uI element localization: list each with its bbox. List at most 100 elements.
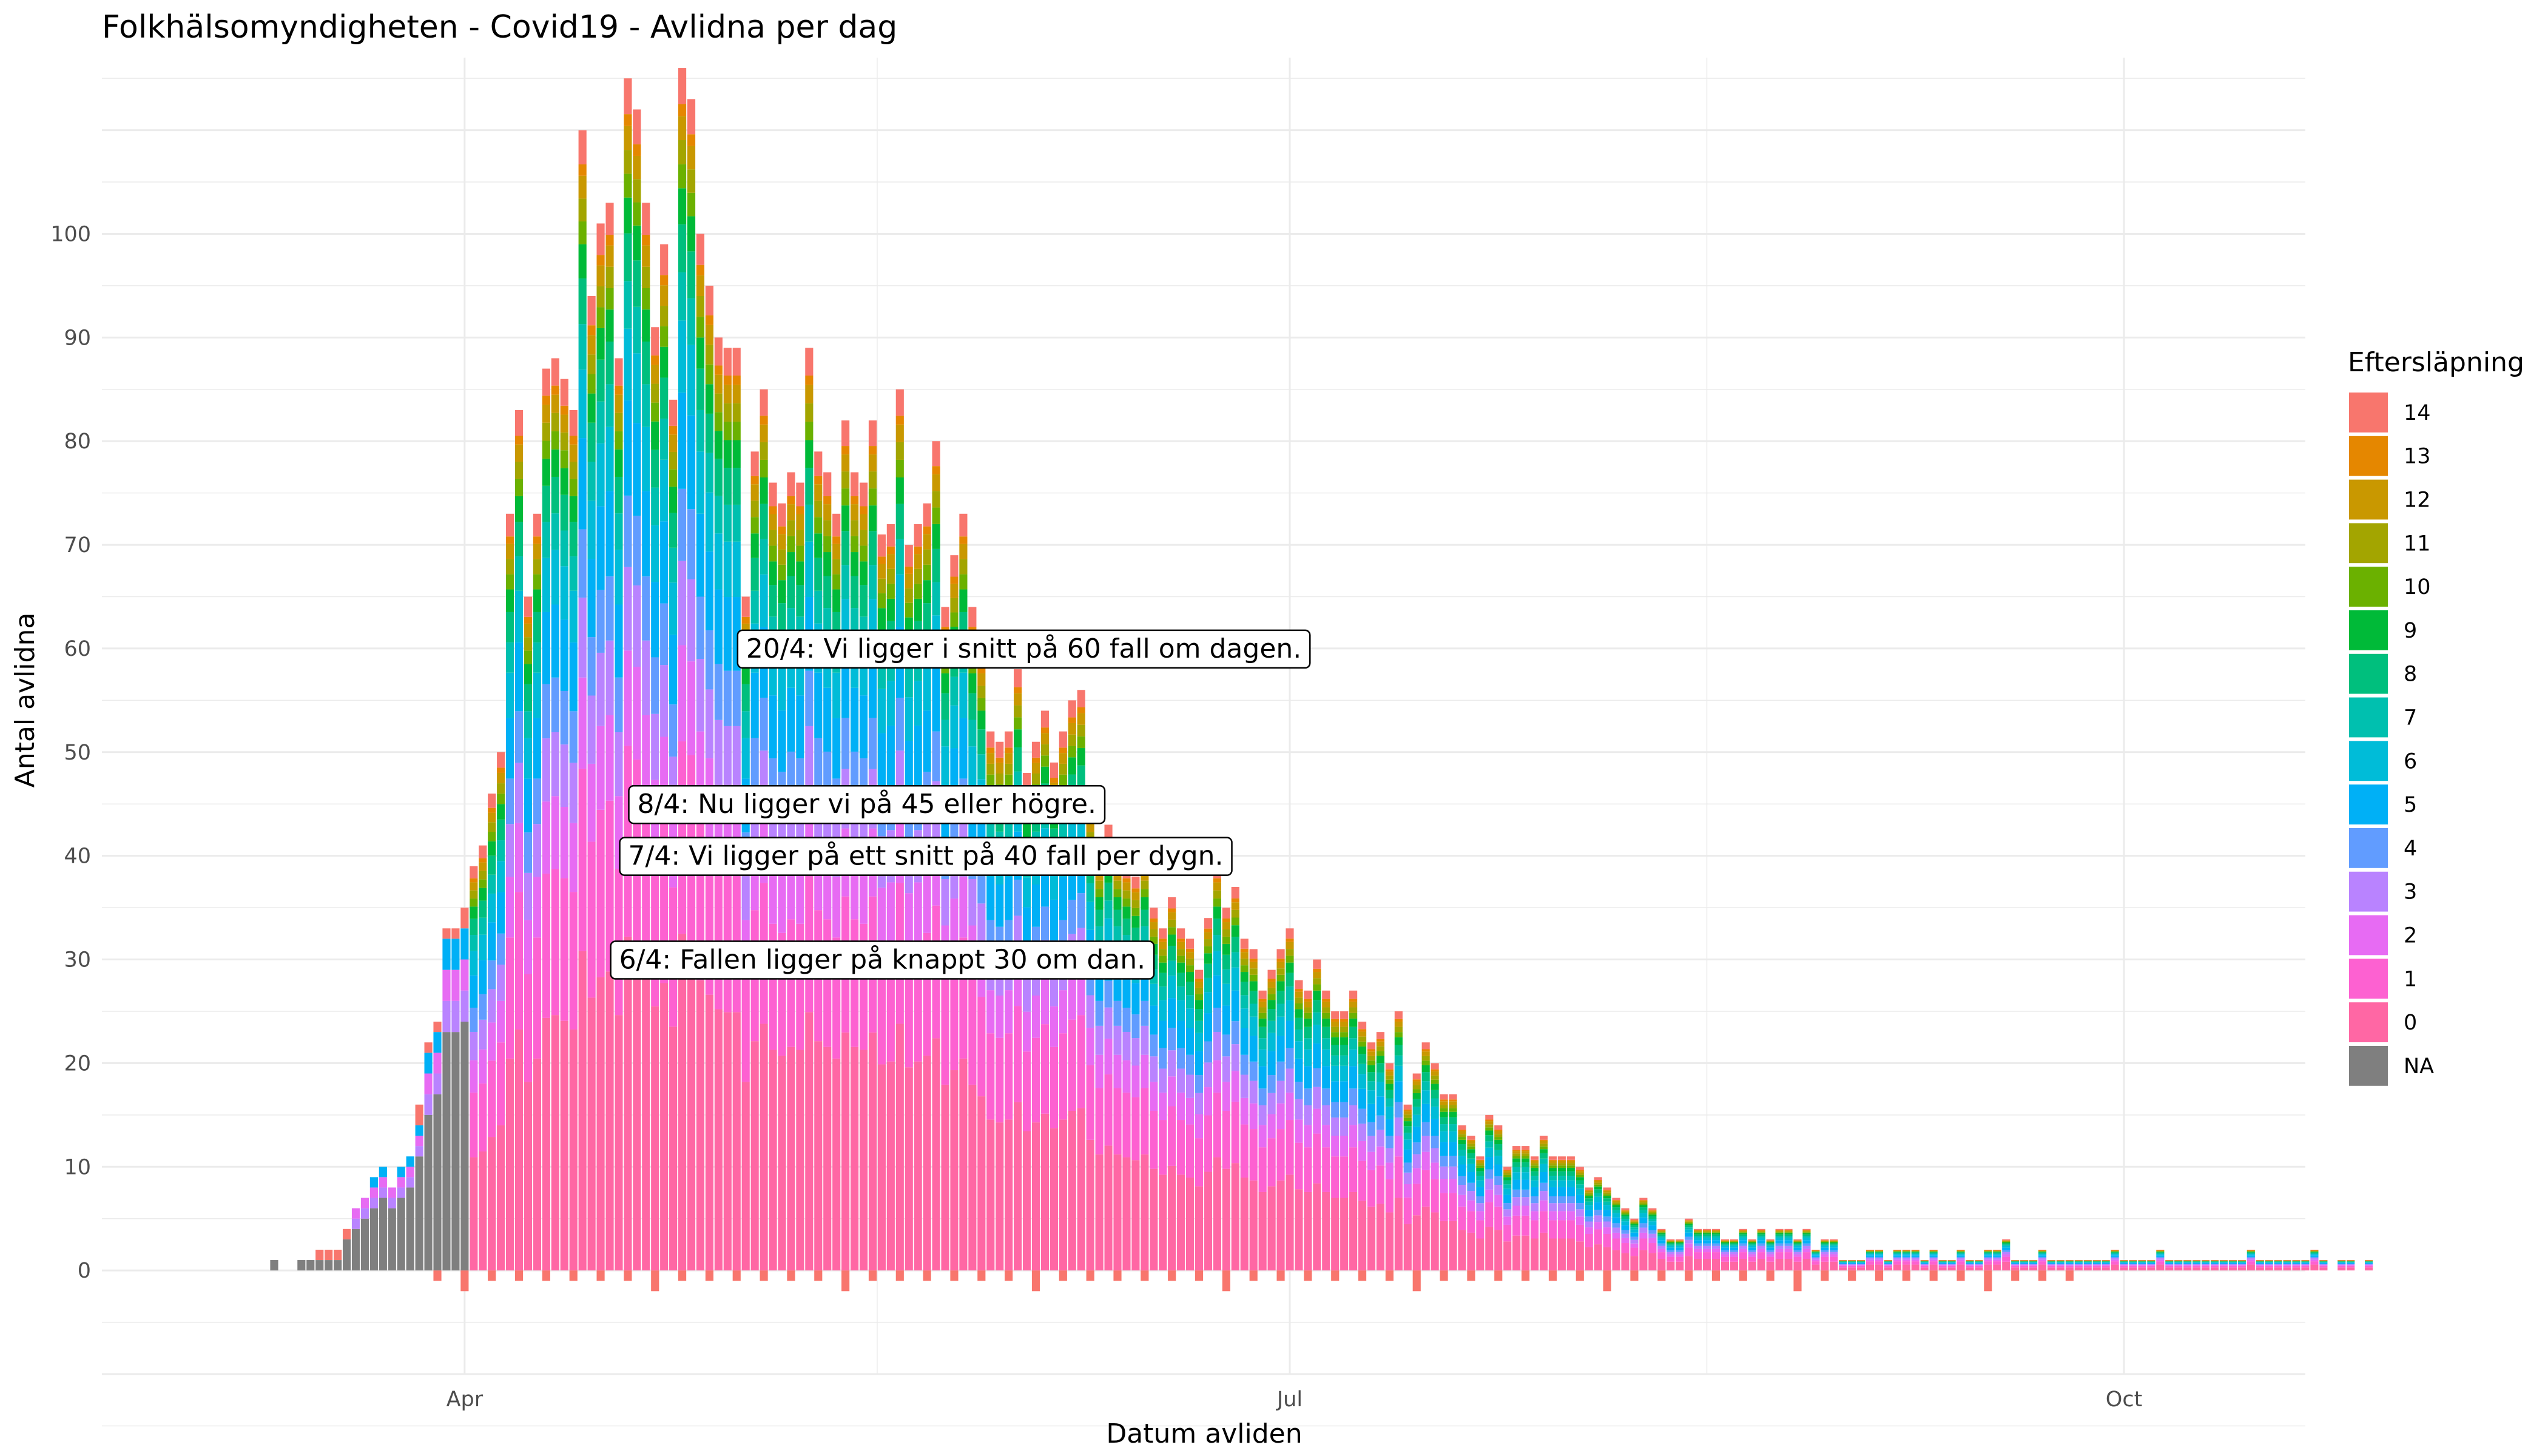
bar-segment bbox=[1576, 1270, 1584, 1281]
legend-swatch bbox=[2349, 1002, 2388, 1042]
bar-segment bbox=[1875, 1250, 1884, 1252]
bar-segment bbox=[923, 710, 931, 772]
bar-segment bbox=[2202, 1262, 2210, 1263]
bar-segment bbox=[2002, 1254, 2010, 1257]
bar-segment bbox=[1721, 1242, 1730, 1244]
bar-segment bbox=[2228, 1262, 2237, 1263]
bar-segment bbox=[1522, 1270, 1530, 1281]
bar-segment bbox=[1195, 979, 1204, 982]
bar-segment bbox=[1104, 1074, 1113, 1146]
bar-segment bbox=[1150, 1005, 1158, 1035]
bar-segment bbox=[1095, 909, 1104, 926]
bar-segment bbox=[1313, 1000, 1321, 1013]
bar-segment bbox=[1812, 1258, 1820, 1260]
bar-segment bbox=[1603, 1233, 1611, 1247]
bar-segment bbox=[1494, 1270, 1503, 1281]
bar-segment bbox=[932, 466, 940, 474]
bar-segment bbox=[1295, 989, 1303, 992]
bar-segment bbox=[823, 472, 832, 496]
bar-segment bbox=[1104, 882, 1113, 901]
bar-segment bbox=[1222, 1034, 1230, 1057]
bar-segment bbox=[832, 544, 841, 559]
bar-segment bbox=[1204, 1062, 1213, 1088]
bar-segment bbox=[1893, 1252, 1901, 1253]
bar-segment bbox=[1431, 1212, 1439, 1271]
bar-segment bbox=[2347, 1262, 2355, 1263]
bar-segment bbox=[2292, 1264, 2300, 1266]
bar-segment bbox=[2183, 1267, 2192, 1271]
bar-segment bbox=[1031, 1037, 1040, 1123]
bar-segment bbox=[1313, 978, 1321, 985]
y-tick-label: 90 bbox=[64, 326, 91, 350]
bar-segment bbox=[1975, 1266, 1983, 1268]
bar-segment bbox=[2274, 1267, 2282, 1271]
bar-segment bbox=[2347, 1260, 2355, 1261]
bar-segment bbox=[1902, 1258, 1910, 1260]
bar-segment bbox=[1267, 1009, 1276, 1021]
bar-segment bbox=[1739, 1230, 1747, 1232]
bar-segment bbox=[2156, 1251, 2165, 1252]
bar-segment bbox=[1412, 1089, 1421, 1093]
bar-segment bbox=[488, 822, 496, 832]
bar-segment bbox=[1802, 1249, 1811, 1253]
bar-segment bbox=[1385, 1136, 1394, 1148]
bar-segment bbox=[388, 1208, 396, 1271]
legend-swatch bbox=[2349, 610, 2388, 650]
bar-segment bbox=[778, 664, 786, 711]
bar-segment bbox=[587, 559, 596, 638]
bar-segment bbox=[669, 547, 678, 583]
bar-segment bbox=[1984, 1270, 1992, 1292]
bar-segment bbox=[2111, 1258, 2119, 1260]
bar-segment bbox=[2129, 1267, 2137, 1271]
bar-segment bbox=[1984, 1254, 1992, 1256]
bar-segment bbox=[1449, 1101, 1457, 1105]
bar-segment bbox=[2337, 1261, 2346, 1262]
bar-segment bbox=[542, 368, 550, 396]
bar-segment bbox=[2246, 1256, 2255, 1258]
bar-segment bbox=[1358, 1031, 1367, 1037]
bar-segment bbox=[1766, 1252, 1774, 1255]
bar-segment bbox=[2365, 1260, 2373, 1261]
bar-segment bbox=[2347, 1267, 2355, 1271]
bar-segment bbox=[895, 1023, 904, 1271]
bar-segment bbox=[1739, 1258, 1747, 1271]
bar-segment bbox=[642, 491, 650, 577]
bar-segment bbox=[1566, 1165, 1575, 1168]
bar-segment bbox=[2156, 1252, 2165, 1253]
bar-segment bbox=[678, 188, 687, 224]
bar-segment bbox=[1667, 1239, 1675, 1241]
bar-segment bbox=[669, 451, 678, 470]
bar-segment bbox=[1304, 990, 1312, 999]
bar-segment bbox=[1739, 1233, 1747, 1235]
bar-segment bbox=[886, 546, 895, 554]
bar-segment bbox=[687, 192, 696, 217]
bar-segment bbox=[778, 503, 786, 527]
bar-segment bbox=[678, 224, 687, 273]
bar-segment bbox=[850, 576, 859, 608]
bar-segment bbox=[1412, 1127, 1421, 1143]
bar-segment bbox=[1612, 1227, 1620, 1233]
bar-segment bbox=[1276, 1061, 1285, 1081]
bar-segment bbox=[1902, 1254, 1910, 1256]
bar-segment bbox=[596, 286, 605, 308]
bar-segment bbox=[1421, 1042, 1430, 1050]
bar-segment bbox=[977, 698, 986, 711]
bar-segment bbox=[1005, 1270, 1013, 1281]
bar-segment bbox=[624, 281, 632, 329]
bar-segment bbox=[687, 134, 696, 146]
bar-segment bbox=[778, 580, 786, 604]
bar-segment bbox=[1385, 1212, 1394, 1271]
bar-segment bbox=[2092, 1261, 2101, 1262]
bar-segment bbox=[750, 590, 759, 624]
bar-segment bbox=[1621, 1212, 1630, 1213]
bar-segment bbox=[2265, 1267, 2273, 1271]
bar-segment bbox=[2265, 1265, 2273, 1266]
bar-segment bbox=[1576, 1173, 1584, 1175]
bar-segment bbox=[1077, 747, 1085, 766]
bar-segment bbox=[1349, 1013, 1358, 1019]
bar-segment bbox=[1721, 1241, 1730, 1242]
bar-segment bbox=[805, 385, 814, 403]
bar-segment bbox=[488, 807, 496, 813]
bar-segment bbox=[1784, 1232, 1793, 1233]
